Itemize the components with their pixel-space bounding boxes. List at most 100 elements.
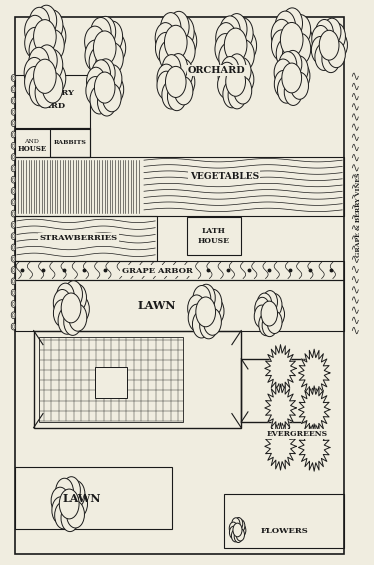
Circle shape (11, 165, 16, 172)
Circle shape (11, 176, 16, 183)
Circle shape (234, 530, 242, 542)
Circle shape (11, 210, 16, 217)
Circle shape (86, 77, 105, 105)
Circle shape (42, 10, 63, 41)
Text: HOUSE: HOUSE (198, 237, 230, 245)
Circle shape (56, 283, 74, 310)
Circle shape (216, 23, 236, 54)
Circle shape (218, 71, 236, 98)
Circle shape (215, 33, 236, 64)
Circle shape (271, 19, 292, 50)
Circle shape (174, 59, 193, 87)
Circle shape (319, 31, 339, 60)
Circle shape (196, 297, 215, 327)
Circle shape (29, 7, 50, 38)
Circle shape (328, 23, 346, 50)
Circle shape (59, 489, 79, 519)
Bar (15, 17, 344, 554)
Circle shape (11, 108, 16, 115)
Circle shape (193, 285, 211, 312)
Circle shape (188, 295, 206, 322)
Circle shape (234, 40, 254, 71)
Circle shape (51, 487, 69, 514)
Circle shape (29, 35, 50, 66)
Circle shape (159, 40, 180, 71)
Circle shape (11, 301, 16, 307)
Circle shape (224, 28, 247, 62)
Text: GRAPE ARBOR: GRAPE ARBOR (122, 267, 193, 275)
Circle shape (233, 523, 242, 537)
Circle shape (102, 84, 121, 112)
Circle shape (267, 294, 282, 316)
Circle shape (96, 59, 115, 87)
Circle shape (237, 524, 246, 537)
Circle shape (29, 75, 50, 106)
Circle shape (226, 67, 245, 96)
Bar (15, 75, 90, 129)
Circle shape (67, 481, 85, 508)
Circle shape (176, 68, 195, 96)
Bar (224, 494, 344, 548)
Circle shape (70, 490, 88, 518)
Circle shape (53, 299, 71, 327)
Circle shape (55, 478, 73, 505)
Circle shape (223, 81, 241, 108)
Bar (95, 367, 127, 398)
Circle shape (103, 43, 123, 74)
Circle shape (11, 188, 16, 194)
Circle shape (25, 27, 45, 58)
Circle shape (61, 293, 81, 323)
Circle shape (71, 295, 89, 323)
Bar (187, 217, 241, 255)
Circle shape (272, 30, 292, 61)
Circle shape (85, 26, 105, 57)
Bar (15, 216, 157, 261)
Circle shape (89, 46, 110, 77)
Circle shape (44, 30, 64, 61)
Circle shape (312, 25, 330, 53)
Circle shape (42, 72, 63, 103)
Circle shape (11, 199, 16, 206)
Circle shape (85, 40, 105, 71)
Circle shape (91, 18, 111, 49)
Bar (34, 331, 241, 428)
Circle shape (11, 312, 16, 319)
Circle shape (64, 281, 82, 308)
Circle shape (279, 51, 297, 79)
Circle shape (95, 16, 116, 47)
Circle shape (228, 54, 246, 81)
Circle shape (34, 20, 56, 54)
Polygon shape (265, 345, 296, 392)
Circle shape (323, 18, 341, 45)
Circle shape (232, 529, 240, 542)
Circle shape (329, 32, 347, 59)
Circle shape (261, 301, 278, 326)
Circle shape (188, 304, 206, 331)
Circle shape (11, 120, 16, 127)
Circle shape (229, 522, 237, 534)
Circle shape (11, 97, 16, 104)
Circle shape (284, 50, 302, 77)
Circle shape (165, 66, 186, 98)
Circle shape (257, 293, 272, 316)
Circle shape (42, 49, 63, 80)
Bar (15, 128, 90, 157)
Circle shape (36, 5, 57, 36)
Circle shape (291, 72, 309, 99)
Bar (39, 337, 183, 422)
Circle shape (218, 62, 236, 89)
Polygon shape (298, 349, 330, 397)
Text: STRAWBERRIES: STRAWBERRIES (40, 234, 117, 242)
Circle shape (255, 297, 270, 320)
Circle shape (290, 33, 311, 64)
Circle shape (53, 289, 71, 316)
Circle shape (11, 255, 16, 262)
Circle shape (165, 25, 187, 59)
Circle shape (105, 76, 124, 104)
Text: EVERGREENS: EVERGREENS (267, 430, 328, 438)
Circle shape (203, 308, 221, 335)
Text: AND: AND (24, 139, 39, 144)
Circle shape (276, 38, 297, 69)
Circle shape (254, 305, 269, 328)
Polygon shape (298, 386, 330, 433)
